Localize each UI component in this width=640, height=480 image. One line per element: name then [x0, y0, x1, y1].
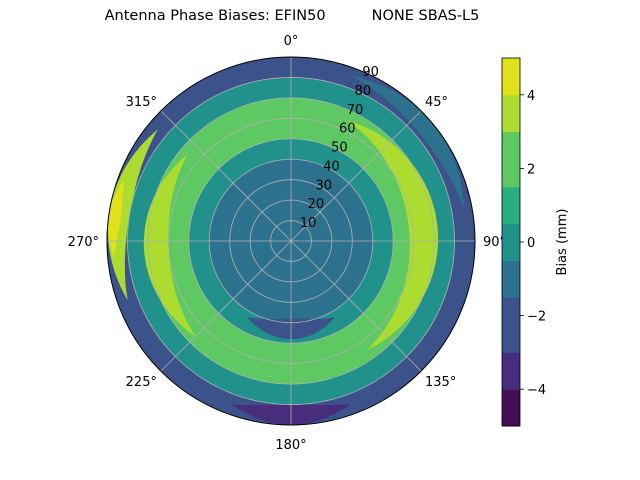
theta-tick-label: 90°: [483, 235, 506, 250]
angular-gridline: [160, 110, 292, 242]
colorbar-segment: [502, 76, 520, 96]
contour-region: [107, 129, 158, 301]
theta-tick-label: 45°: [425, 95, 448, 110]
colorbar-segment: [502, 113, 520, 133]
r-tick-label: 70: [347, 103, 364, 118]
r-tick-label: 10: [300, 216, 317, 231]
r-tick-label: 80: [355, 84, 372, 99]
colorbar-segment: [502, 242, 520, 261]
r-tick-label: 30: [315, 178, 332, 193]
theta-tick-label: 225°: [126, 375, 157, 390]
r-tick-label: 40: [323, 159, 340, 174]
colorbar-segment: [502, 315, 520, 335]
theta-tick-label: 180°: [275, 438, 306, 453]
colorbar-segment: [502, 370, 520, 390]
contour-region: [351, 75, 465, 211]
colorbar-tick-label: 2: [527, 162, 535, 177]
theta-tick-label: 270°: [68, 235, 99, 250]
colorbar-segment: [502, 131, 520, 151]
polar-frame: [106, 56, 476, 426]
theta-tick-label: 315°: [126, 95, 157, 110]
angular-gridline: [290, 110, 422, 242]
colorbar-tick-label: −2: [527, 310, 546, 325]
colorbar-segment: [502, 334, 520, 353]
colorbar-segment: [502, 168, 520, 188]
r-tick-label: 50: [331, 141, 348, 156]
colorbar-label: Bias (mm): [555, 209, 570, 276]
r-tick-label: 90: [362, 65, 379, 80]
colorbar-segment: [502, 389, 520, 409]
colorbar-segment: [502, 407, 520, 427]
colorbar-segment: [502, 205, 520, 225]
colorbar-tick-label: 0: [527, 236, 535, 251]
theta-tick-label: 0°: [284, 34, 299, 49]
r-tick-label: 60: [339, 122, 356, 137]
colorbar-segment: [502, 186, 520, 206]
colorbar-segment: [502, 58, 520, 77]
colorbar-tick-label: −4: [527, 383, 546, 398]
colorbar-segment: [502, 297, 520, 317]
colorbar-segment: [502, 150, 520, 169]
colorbar-tick-label: 4: [527, 89, 535, 104]
colorbar-segment: [502, 352, 520, 372]
angular-gridline: [160, 240, 292, 372]
angular-gridline: [290, 240, 422, 372]
chart-title: Antenna Phase Biases: EFIN50 NONE SBAS-L…: [104, 8, 480, 24]
r-tick-label: 20: [308, 197, 325, 212]
colorbar-segment: [502, 260, 520, 280]
theta-tick-label: 135°: [425, 375, 456, 390]
contour-region: [108, 180, 124, 257]
colorbar-segment: [502, 94, 520, 114]
contour-region: [347, 120, 439, 350]
colorbar-segment: [502, 223, 520, 243]
colorbar-segment: [502, 278, 520, 298]
